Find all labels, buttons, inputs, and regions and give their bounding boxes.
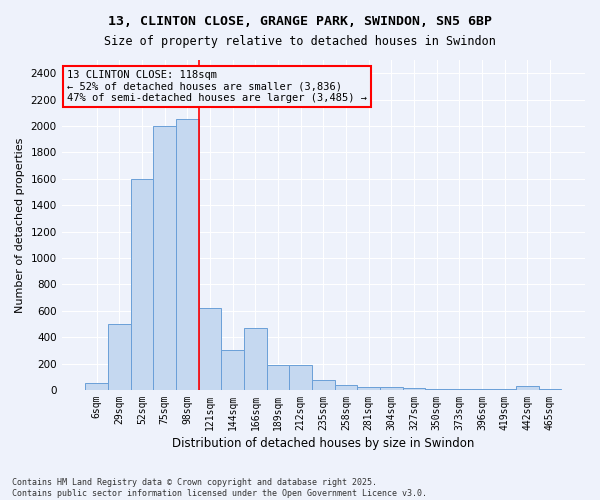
Bar	[244, 328, 266, 390]
Bar	[335, 384, 358, 390]
Bar	[516, 386, 539, 390]
Text: 13, CLINTON CLOSE, GRANGE PARK, SWINDON, SN5 6BP: 13, CLINTON CLOSE, GRANGE PARK, SWINDON,…	[108, 15, 492, 28]
Text: Contains HM Land Registry data © Crown copyright and database right 2025.
Contai: Contains HM Land Registry data © Crown c…	[12, 478, 427, 498]
Bar	[221, 350, 244, 390]
Bar	[312, 380, 335, 390]
Bar	[85, 384, 108, 390]
X-axis label: Distribution of detached houses by size in Swindon: Distribution of detached houses by size …	[172, 437, 475, 450]
Text: 13 CLINTON CLOSE: 118sqm
← 52% of detached houses are smaller (3,836)
47% of sem: 13 CLINTON CLOSE: 118sqm ← 52% of detach…	[67, 70, 367, 103]
Bar	[425, 388, 448, 390]
Bar	[131, 179, 154, 390]
Y-axis label: Number of detached properties: Number of detached properties	[15, 138, 25, 312]
Bar	[108, 324, 131, 390]
Bar	[380, 388, 403, 390]
Bar	[199, 308, 221, 390]
Bar	[176, 120, 199, 390]
Bar	[266, 365, 289, 390]
Bar	[289, 365, 312, 390]
Bar	[154, 126, 176, 390]
Bar	[358, 386, 380, 390]
Text: Size of property relative to detached houses in Swindon: Size of property relative to detached ho…	[104, 35, 496, 48]
Bar	[403, 388, 425, 390]
